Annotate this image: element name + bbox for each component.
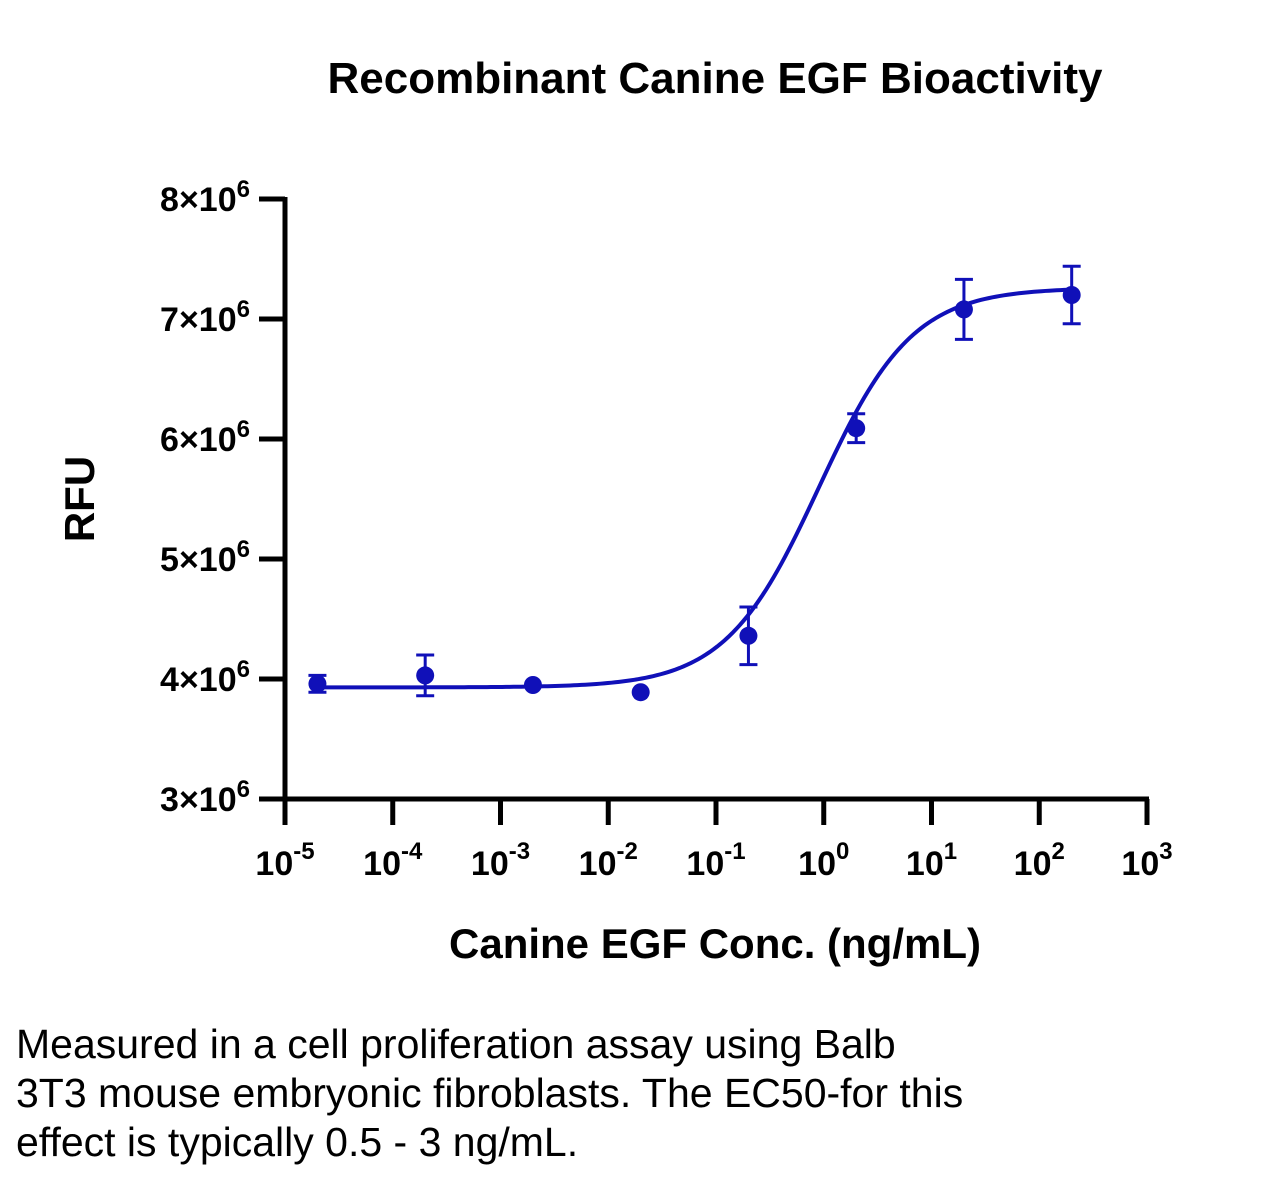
axes: 3×106 4×106 5×106 6×106 7×106 8×106 10-5 10-4 10… — [160, 176, 1173, 883]
x-tick-label-7: 102 — [1014, 838, 1065, 883]
y-tick-label-2: 5×106 — [160, 536, 250, 579]
data-point-1 — [416, 666, 435, 685]
x-tick-label-8: 103 — [1121, 838, 1172, 883]
chart-title: Recombinant Canine EGF Bioactivity — [327, 54, 1103, 103]
x-tick-label-2: 10-3 — [471, 838, 530, 883]
data-point-7 — [1062, 286, 1081, 304]
caption-line-3: effect is typically 0.5 - 3 ng/mL. — [16, 1119, 579, 1165]
y-tick-label-5: 8×106 — [160, 176, 250, 219]
x-tick-label-3: 10-2 — [579, 838, 638, 883]
x-tick-label-6: 101 — [906, 838, 957, 883]
data-point-4 — [739, 626, 758, 645]
x-tick-label-1: 10-4 — [363, 838, 423, 883]
y-tick-label-0: 3×106 — [160, 776, 250, 819]
y-tick-label-1: 4×106 — [160, 656, 250, 699]
x-axis-label: Canine EGF Conc. (ng/mL) — [449, 920, 981, 967]
fit-curve — [317, 287, 1072, 690]
caption: Measured in a cell proliferation assay u… — [16, 1020, 1256, 1167]
x-tick-label-4: 10-1 — [686, 838, 745, 883]
data-points — [308, 264, 1081, 702]
fit-curve-group — [317, 287, 1072, 690]
caption-line-1: Measured in a cell proliferation assay u… — [16, 1021, 896, 1067]
x-tick-label-5: 100 — [798, 838, 849, 883]
data-point-5 — [847, 419, 866, 438]
chart: Recombinant Canine EGF Bioactivity Canin… — [56, 54, 1173, 967]
y-tick-label-3: 6×106 — [160, 416, 250, 459]
x-tick-label-0: 10-5 — [255, 838, 314, 883]
y-axis-label: RFU — [56, 456, 103, 542]
data-point-2 — [523, 676, 542, 694]
data-point-6 — [954, 300, 973, 319]
y-tick-label-4: 7×106 — [160, 296, 250, 339]
data-point-3 — [631, 683, 650, 702]
caption-line-2: 3T3 mouse embryonic fibroblasts. The EC5… — [16, 1070, 964, 1116]
data-point-0 — [308, 674, 327, 693]
